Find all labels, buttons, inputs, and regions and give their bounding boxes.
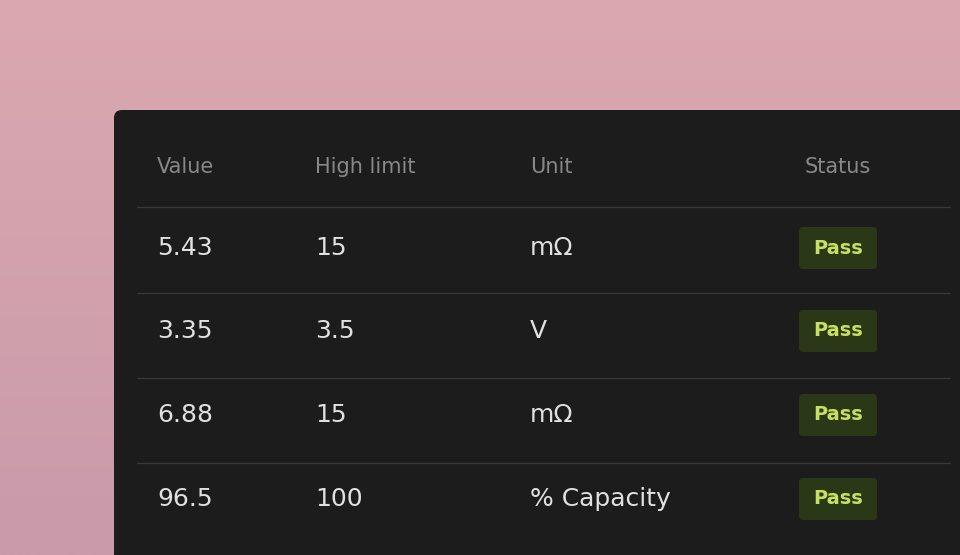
Text: 15: 15 — [315, 403, 347, 427]
Text: V: V — [530, 319, 547, 343]
Text: 3.35: 3.35 — [157, 319, 212, 343]
Text: Status: Status — [804, 157, 871, 177]
Text: Pass: Pass — [813, 406, 863, 425]
Text: mΩ: mΩ — [530, 403, 574, 427]
Text: 5.43: 5.43 — [157, 236, 212, 260]
FancyBboxPatch shape — [799, 478, 877, 520]
Text: mΩ: mΩ — [530, 236, 574, 260]
Text: % Capacity: % Capacity — [530, 487, 671, 511]
Text: High limit: High limit — [315, 157, 416, 177]
Text: Pass: Pass — [813, 239, 863, 258]
Text: Unit: Unit — [530, 157, 572, 177]
Text: Pass: Pass — [813, 490, 863, 508]
Text: 3.5: 3.5 — [315, 319, 354, 343]
FancyBboxPatch shape — [799, 394, 877, 436]
Text: 96.5: 96.5 — [157, 487, 212, 511]
FancyBboxPatch shape — [799, 227, 877, 269]
FancyBboxPatch shape — [799, 310, 877, 352]
Text: 100: 100 — [315, 487, 363, 511]
Text: 15: 15 — [315, 236, 347, 260]
FancyBboxPatch shape — [114, 110, 960, 555]
Text: Pass: Pass — [813, 321, 863, 341]
Text: Value: Value — [157, 157, 214, 177]
Text: 6.88: 6.88 — [157, 403, 213, 427]
